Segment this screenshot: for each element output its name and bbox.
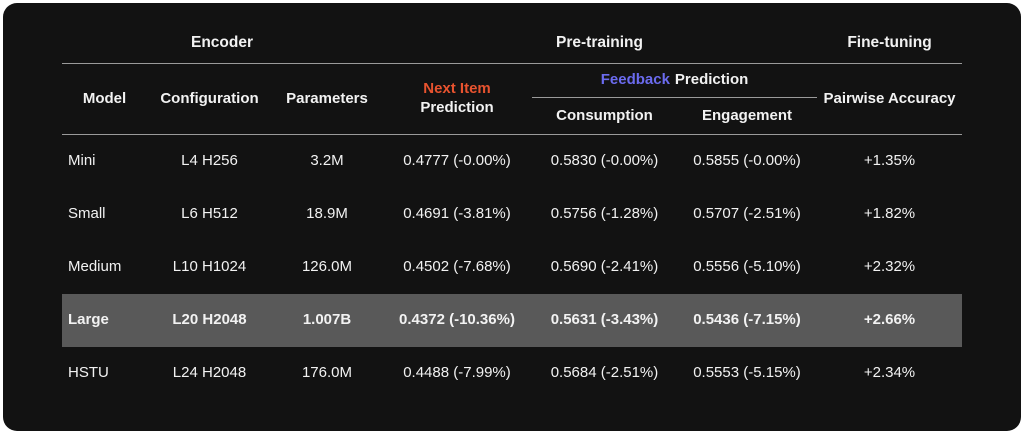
cell-consumption: 0.5631 (-3.43%)	[532, 294, 677, 347]
cell-consumption: 0.5684 (-2.51%)	[550, 364, 659, 382]
cell-pairwise-accuracy: +1.35%	[863, 152, 916, 170]
cell-pairwise-accuracy: +2.32%	[863, 258, 916, 276]
column-header-next-item-prediction: Next Item Prediction	[382, 64, 532, 134]
cell-consumption: 0.5690 (-2.41%)	[550, 258, 659, 276]
column-header-model: Model	[82, 89, 127, 107]
next-item-accent-text: Next Item	[423, 80, 491, 98]
cell-model: Small	[68, 205, 106, 223]
next-item-rest-text: Prediction	[420, 99, 494, 116]
group-header-encoder: Encoder	[190, 34, 253, 52]
cell-parameters: 1.007B	[272, 294, 382, 347]
cell-pairwise-accuracy: +2.34%	[863, 364, 916, 382]
cell-configuration: L4 H256	[181, 152, 238, 170]
group-header-pretraining: Pre-training	[556, 34, 643, 52]
divider-top	[62, 63, 962, 64]
cell-configuration: L20 H2048	[147, 294, 272, 347]
cell-consumption: 0.5830 (-0.00%)	[550, 152, 659, 170]
cell-consumption: 0.5756 (-1.28%)	[550, 205, 659, 223]
feedback-rest-text: Prediction	[674, 71, 749, 89]
cell-configuration: L24 H2048	[172, 364, 247, 382]
cell-next-item-prediction: 0.4777 (-0.00%)	[403, 152, 511, 170]
cell-model: HSTU	[68, 364, 109, 382]
column-header-configuration: Configuration	[160, 89, 259, 107]
divider-header-bottom	[62, 134, 962, 135]
cell-engagement: 0.5707 (-2.51%)	[693, 205, 801, 223]
cell-configuration: L6 H512	[181, 205, 238, 223]
cell-parameters: 176.0M	[301, 364, 353, 382]
cell-next-item-prediction: 0.4372 (-10.36%)	[382, 294, 532, 347]
column-header-engagement: Engagement	[701, 106, 792, 124]
cell-engagement: 0.5556 (-5.10%)	[693, 258, 801, 276]
cell-model: Medium	[68, 258, 122, 276]
cell-pairwise-accuracy: +2.66%	[817, 294, 962, 347]
cell-model: Mini	[68, 152, 96, 170]
cell-model: Large	[62, 294, 147, 347]
cell-engagement: 0.5553 (-5.15%)	[693, 364, 801, 382]
column-header-pairwise-accuracy: Pairwise Accuracy	[823, 89, 956, 107]
group-header-finetuning: Fine-tuning	[847, 34, 932, 52]
column-header-feedback-prediction: Feedback Prediction	[532, 64, 817, 98]
column-header-parameters: Parameters	[286, 89, 368, 107]
cell-next-item-prediction: 0.4502 (-7.68%)	[403, 258, 511, 276]
cell-next-item-prediction: 0.4691 (-3.81%)	[403, 205, 511, 223]
cell-engagement: 0.5436 (-7.15%)	[677, 294, 817, 347]
cell-next-item-prediction: 0.4488 (-7.99%)	[403, 364, 511, 382]
cell-engagement: 0.5855 (-0.00%)	[693, 152, 801, 170]
cell-parameters: 3.2M	[310, 152, 344, 170]
cell-configuration: L10 H1024	[172, 258, 247, 276]
feedback-accent-text: Feedback	[600, 71, 670, 89]
column-header-consumption: Consumption	[556, 106, 653, 124]
cell-parameters: 126.0M	[301, 258, 353, 276]
cell-parameters: 18.9M	[306, 205, 348, 223]
results-table: Encoder Pre-training Fine-tuning Model C…	[62, 23, 962, 400]
results-table-panel: Encoder Pre-training Fine-tuning Model C…	[3, 3, 1021, 431]
cell-pairwise-accuracy: +1.82%	[863, 205, 916, 223]
